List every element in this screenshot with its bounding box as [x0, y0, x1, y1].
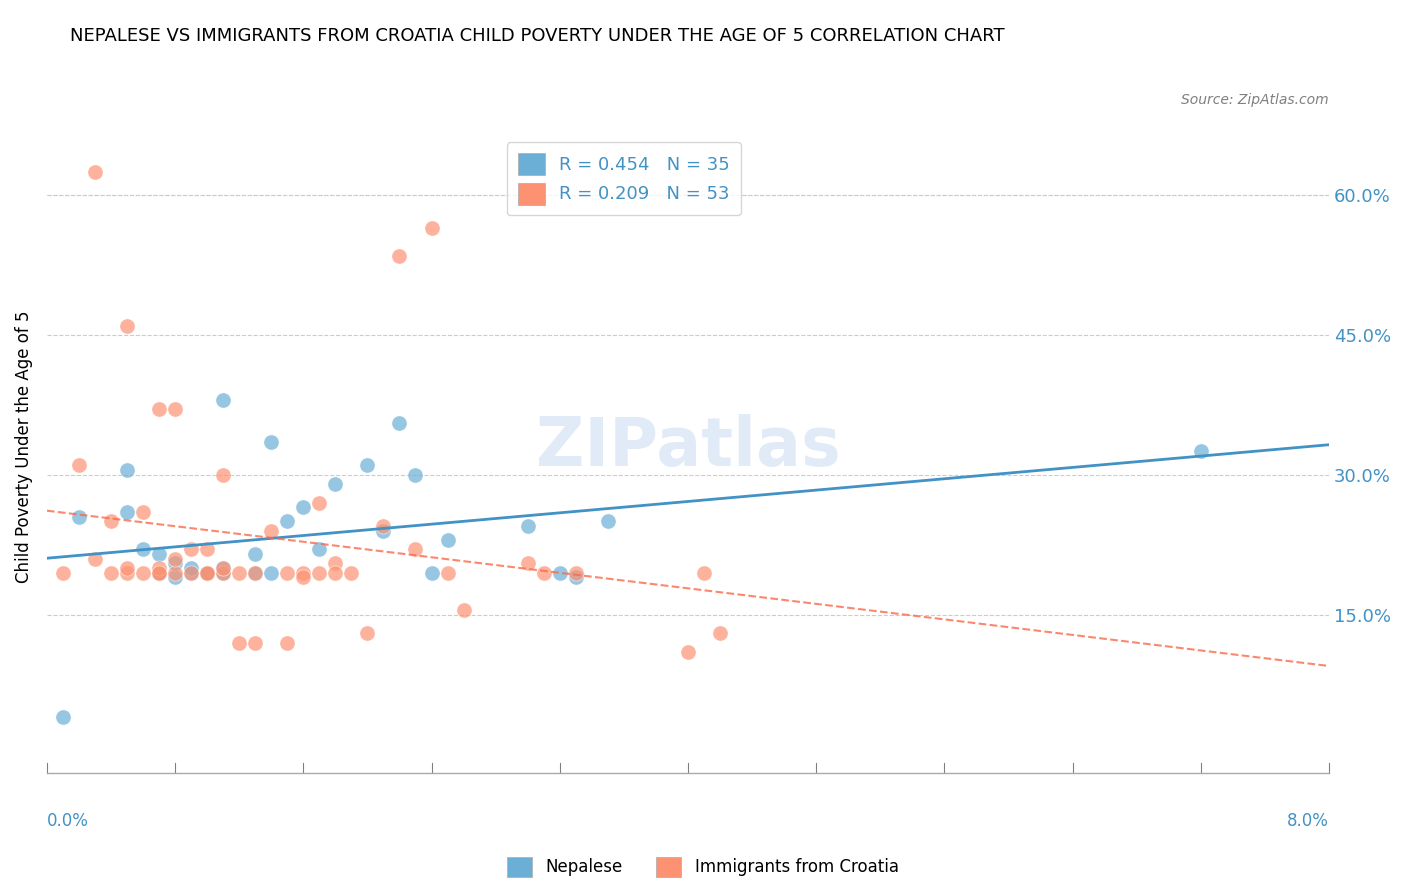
Point [1189, 444, 1212, 458]
Point [212, 561, 235, 575]
Point [340, 566, 363, 580]
Point [276, 635, 298, 649]
Point [228, 635, 250, 649]
Point [420, 220, 443, 235]
Point [195, 566, 218, 580]
Point [115, 505, 138, 519]
Point [148, 561, 170, 575]
Point [67, 458, 90, 473]
Point [260, 435, 283, 450]
Point [212, 566, 235, 580]
Point [132, 505, 155, 519]
Point [84, 551, 107, 566]
Point [420, 566, 443, 580]
Point [115, 566, 138, 580]
Point [212, 393, 235, 408]
Point [165, 566, 187, 580]
Point [245, 547, 267, 561]
Point [195, 542, 218, 557]
Point [180, 566, 202, 580]
Point [100, 515, 122, 529]
Legend: Nepalese, Immigrants from Croatia: Nepalese, Immigrants from Croatia [501, 850, 905, 884]
Point [84, 164, 107, 178]
Point [212, 561, 235, 575]
Point [245, 635, 267, 649]
Point [245, 566, 267, 580]
Point [115, 561, 138, 575]
Point [709, 626, 731, 640]
Point [180, 566, 202, 580]
Point [308, 496, 330, 510]
Point [356, 626, 378, 640]
Point [180, 542, 202, 557]
Point [693, 566, 716, 580]
Point [245, 566, 267, 580]
Point [100, 566, 122, 580]
Point [516, 519, 538, 533]
Point [195, 566, 218, 580]
Point [405, 542, 427, 557]
Point [436, 533, 458, 547]
Point [132, 542, 155, 557]
Point [148, 566, 170, 580]
Text: 0.0%: 0.0% [46, 813, 89, 830]
Y-axis label: Child Poverty Under the Age of 5: Child Poverty Under the Age of 5 [15, 310, 32, 583]
Point [565, 566, 588, 580]
Point [165, 551, 187, 566]
Point [115, 463, 138, 477]
Point [292, 566, 315, 580]
Point [132, 566, 155, 580]
Point [260, 566, 283, 580]
Point [405, 467, 427, 482]
Point [373, 519, 395, 533]
Point [325, 477, 347, 491]
Point [308, 566, 330, 580]
Point [165, 570, 187, 584]
Point [548, 566, 571, 580]
Point [388, 249, 411, 263]
Legend: R = 0.454   N = 35, R = 0.209   N = 53: R = 0.454 N = 35, R = 0.209 N = 53 [508, 143, 741, 215]
Point [373, 524, 395, 538]
Text: 8.0%: 8.0% [1286, 813, 1329, 830]
Point [115, 318, 138, 333]
Point [453, 603, 475, 617]
Point [195, 566, 218, 580]
Point [325, 557, 347, 571]
Point [292, 500, 315, 515]
Point [165, 557, 187, 571]
Point [676, 645, 699, 659]
Point [356, 458, 378, 473]
Text: ZIPatlas: ZIPatlas [536, 414, 841, 480]
Point [212, 467, 235, 482]
Text: Source: ZipAtlas.com: Source: ZipAtlas.com [1181, 94, 1329, 107]
Text: NEPALESE VS IMMIGRANTS FROM CROATIA CHILD POVERTY UNDER THE AGE OF 5 CORRELATION: NEPALESE VS IMMIGRANTS FROM CROATIA CHIL… [70, 27, 1005, 45]
Point [533, 566, 555, 580]
Point [212, 566, 235, 580]
Point [148, 547, 170, 561]
Point [436, 566, 458, 580]
Point [165, 402, 187, 417]
Point [325, 566, 347, 580]
Point [260, 524, 283, 538]
Point [276, 515, 298, 529]
Point [180, 561, 202, 575]
Point [388, 417, 411, 431]
Point [276, 566, 298, 580]
Point [52, 566, 75, 580]
Point [516, 557, 538, 571]
Point [148, 566, 170, 580]
Point [228, 566, 250, 580]
Point [292, 570, 315, 584]
Point [565, 570, 588, 584]
Point [596, 515, 619, 529]
Point [308, 542, 330, 557]
Point [148, 566, 170, 580]
Point [148, 402, 170, 417]
Point [195, 566, 218, 580]
Point [52, 710, 75, 724]
Point [67, 509, 90, 524]
